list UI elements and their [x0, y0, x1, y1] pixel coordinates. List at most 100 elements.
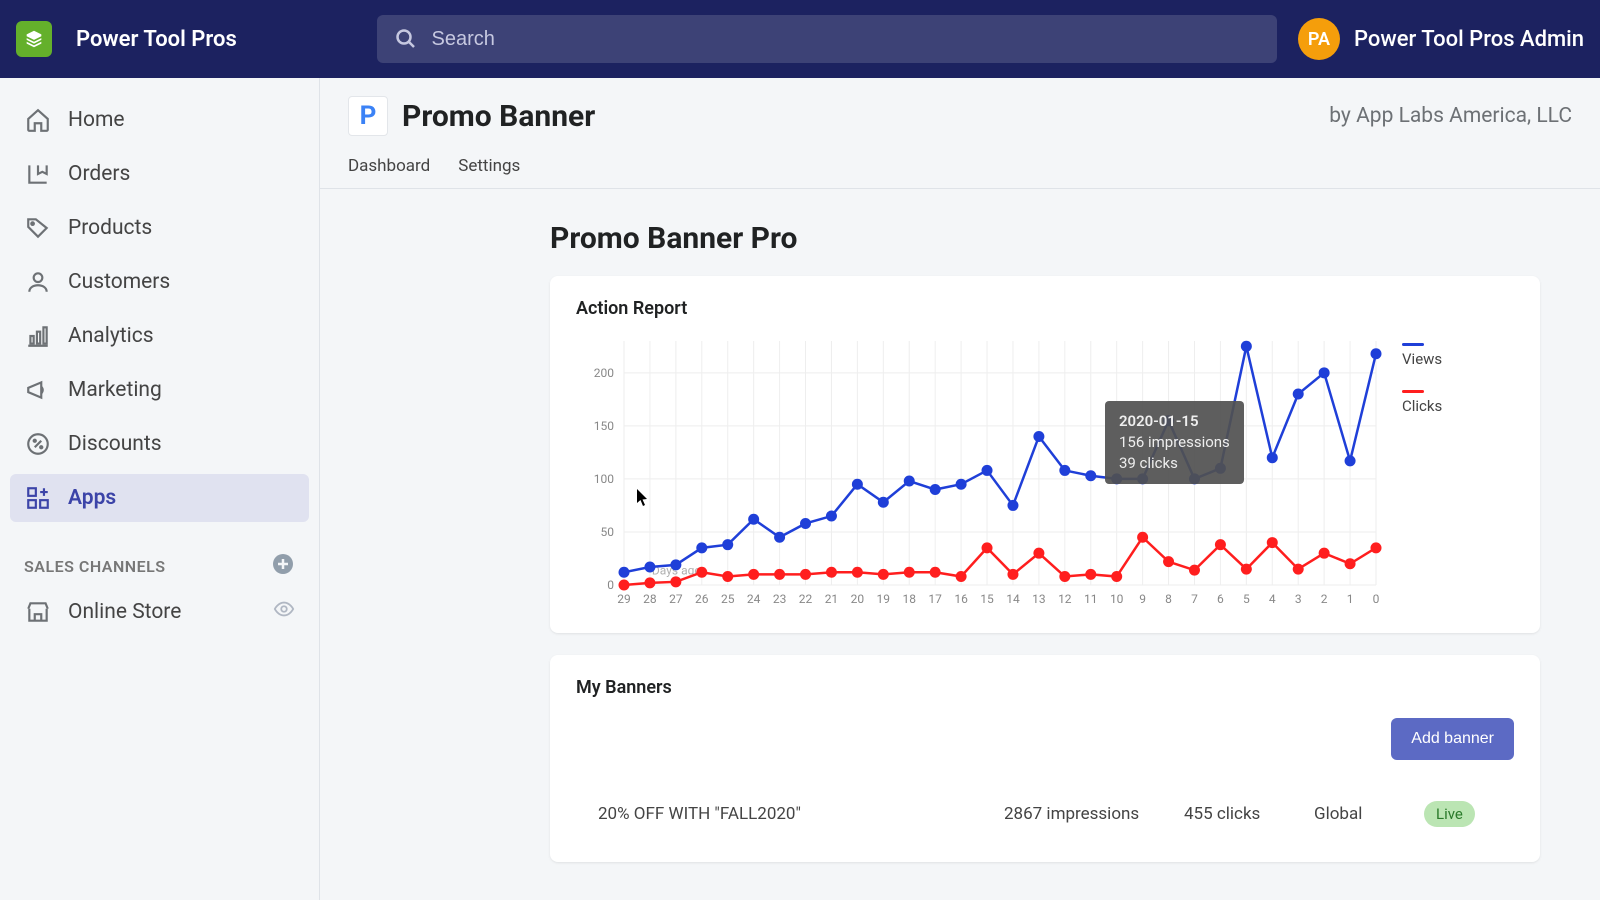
svg-text:10: 10 — [1110, 592, 1124, 606]
banner-row[interactable]: 20% OFF WITH "FALL2020"2867 impressions4… — [576, 788, 1514, 840]
products-icon — [24, 214, 52, 242]
apps-icon — [24, 484, 52, 512]
svg-text:4: 4 — [1269, 592, 1276, 606]
tooltip-line-1: 156 impressions — [1119, 432, 1230, 453]
marketing-icon — [24, 376, 52, 404]
chart-legend: Views Clicks — [1402, 331, 1442, 611]
svg-text:9: 9 — [1139, 592, 1146, 606]
svg-text:50: 50 — [601, 525, 615, 539]
app-logo-icon — [16, 21, 52, 57]
action-report-card: Action Report 05010015020029282726252423… — [550, 276, 1540, 633]
svg-text:0: 0 — [1373, 592, 1380, 606]
sidebar-item-label: Home — [68, 108, 125, 132]
svg-text:20: 20 — [851, 592, 865, 606]
eye-icon[interactable] — [273, 598, 295, 626]
app-by: by App Labs America, LLC — [1329, 104, 1572, 128]
legend-item-views: Views — [1402, 343, 1442, 368]
search-icon — [393, 25, 420, 53]
tab-settings[interactable]: Settings — [458, 156, 520, 176]
svg-text:26: 26 — [695, 592, 709, 606]
sidebar-item-analytics[interactable]: Analytics — [10, 312, 309, 360]
avatar[interactable]: PA — [1298, 18, 1340, 60]
search-bar[interactable] — [377, 15, 1277, 63]
banner-status-badge: Live — [1424, 801, 1475, 827]
svg-text:6: 6 — [1217, 592, 1224, 606]
svg-text:2: 2 — [1321, 592, 1328, 606]
action-report-chart[interactable]: 0501001502002928272625242322212019181716… — [576, 331, 1386, 611]
sidebar-item-marketing[interactable]: Marketing — [10, 366, 309, 414]
svg-text:3: 3 — [1295, 592, 1302, 606]
svg-text:7: 7 — [1191, 592, 1198, 606]
admin-name[interactable]: Power Tool Pros Admin — [1354, 27, 1584, 52]
sidebar-item-customers[interactable]: Customers — [10, 258, 309, 306]
sidebar-item-label: Products — [68, 216, 152, 240]
svg-text:28: 28 — [643, 592, 657, 606]
orders-icon — [24, 160, 52, 188]
sidebar-item-label: Analytics — [68, 324, 154, 348]
add-banner-button[interactable]: Add banner — [1391, 718, 1514, 760]
svg-text:17: 17 — [928, 592, 942, 606]
app-icon: P — [348, 96, 388, 136]
svg-text:1: 1 — [1347, 592, 1354, 606]
svg-text:11: 11 — [1084, 592, 1098, 606]
svg-text:27: 27 — [669, 592, 683, 606]
my-banners-card: My Banners Add banner 20% OFF WITH "FALL… — [550, 655, 1540, 862]
svg-text:15: 15 — [980, 592, 994, 606]
banner-name: 20% OFF WITH "FALL2020" — [584, 804, 1004, 824]
svg-text:23: 23 — [773, 592, 787, 606]
sidebar-item-label: Customers — [68, 270, 170, 294]
app-title: Promo Banner — [402, 99, 595, 134]
banner-clicks: 455 clicks — [1184, 804, 1314, 824]
my-banners-title: My Banners — [576, 677, 1514, 698]
customers-icon — [24, 268, 52, 296]
discounts-icon — [24, 430, 52, 458]
analytics-icon — [24, 322, 52, 350]
sidebar-item-label: Marketing — [68, 378, 162, 402]
search-input[interactable] — [432, 28, 1261, 51]
sidebar-item-home[interactable]: Home — [10, 96, 309, 144]
svg-text:5: 5 — [1243, 592, 1250, 606]
svg-text:24: 24 — [747, 592, 761, 606]
legend-label: Clicks — [1402, 397, 1442, 415]
svg-text:8: 8 — [1165, 592, 1172, 606]
svg-text:0: 0 — [607, 578, 614, 592]
svg-text:21: 21 — [825, 592, 839, 606]
svg-text:14: 14 — [1006, 592, 1020, 606]
svg-text:16: 16 — [954, 592, 968, 606]
svg-text:13: 13 — [1032, 592, 1046, 606]
svg-text:12: 12 — [1058, 592, 1072, 606]
tooltip-date: 2020-01-15 — [1119, 411, 1230, 432]
sidebar-item-label: Apps — [68, 486, 116, 510]
shop-name: Power Tool Pros — [76, 27, 237, 52]
sidebar-item-products[interactable]: Products — [10, 204, 309, 252]
topbar: Power Tool Pros PA Power Tool Pros Admin — [0, 0, 1600, 78]
legend-dash-icon — [1402, 343, 1424, 346]
svg-text:29: 29 — [617, 592, 631, 606]
app-header: P Promo Banner by App Labs America, LLC … — [320, 78, 1600, 189]
legend-item-clicks: Clicks — [1402, 390, 1442, 415]
add-channel-icon[interactable] — [271, 552, 295, 580]
svg-text:200: 200 — [594, 366, 614, 380]
tab-dashboard[interactable]: Dashboard — [348, 156, 430, 176]
sidebar-item-discounts[interactable]: Discounts — [10, 420, 309, 468]
channel-label: Online Store — [68, 600, 181, 624]
svg-text:25: 25 — [721, 592, 735, 606]
svg-text:100: 100 — [594, 472, 614, 486]
svg-text:150: 150 — [594, 419, 614, 433]
tooltip-line-2: 39 clicks — [1119, 453, 1230, 474]
channel-item-online-store[interactable]: Online Store — [10, 588, 309, 636]
sidebar-item-label: Discounts — [68, 432, 162, 456]
action-report-title: Action Report — [576, 298, 1514, 319]
chart-tooltip: 2020-01-15 156 impressions 39 clicks — [1105, 401, 1244, 484]
sidebar-item-label: Orders — [68, 162, 130, 186]
sidebar-item-apps[interactable]: Apps — [10, 474, 309, 522]
svg-text:18: 18 — [902, 592, 916, 606]
home-icon — [24, 106, 52, 134]
legend-label: Views — [1402, 350, 1442, 368]
store-icon — [24, 598, 52, 626]
svg-text:19: 19 — [877, 592, 891, 606]
sidebar-item-orders[interactable]: Orders — [10, 150, 309, 198]
sidebar: Home Orders Products Customers Analytics Mark… — [0, 78, 320, 900]
legend-dash-icon — [1402, 390, 1424, 393]
banner-impressions: 2867 impressions — [1004, 804, 1184, 824]
